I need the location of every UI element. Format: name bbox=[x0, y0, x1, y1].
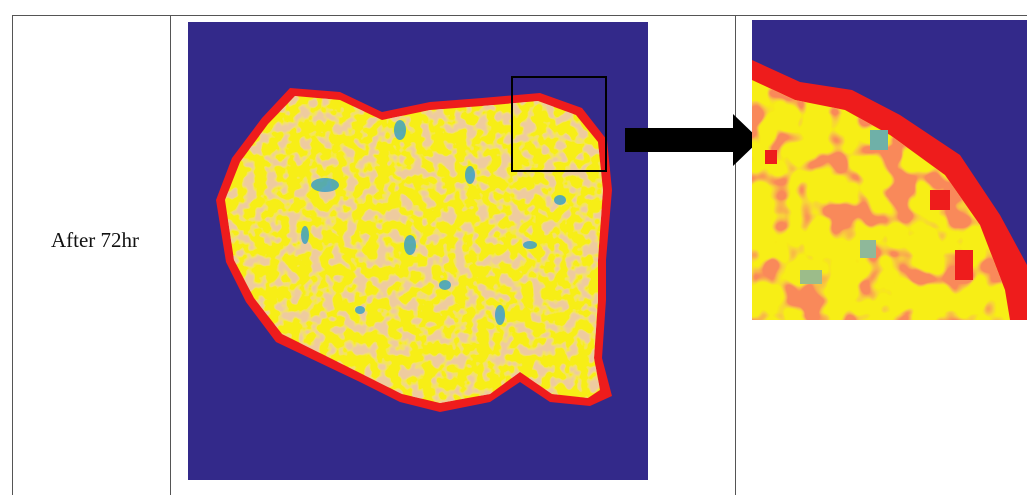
zoom-image bbox=[752, 20, 1027, 320]
row-label: After 72hr bbox=[51, 228, 139, 252]
page: After 72hr (() => { const data = JSON.p bbox=[0, 0, 1027, 495]
table-figure: After 72hr bbox=[0, 0, 1027, 495]
main-image bbox=[188, 22, 648, 480]
